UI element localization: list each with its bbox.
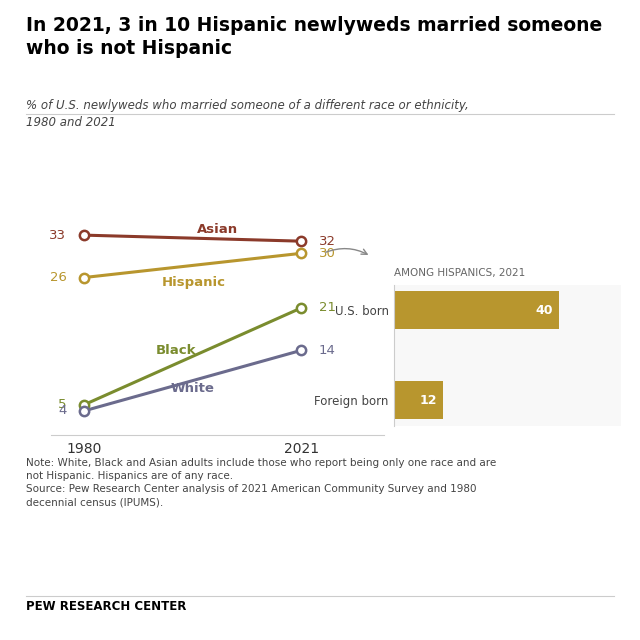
Text: Black: Black [156, 344, 196, 357]
Point [79, 273, 89, 283]
Text: 30: 30 [319, 247, 335, 260]
Point [296, 248, 307, 259]
Bar [394, 291, 559, 329]
Text: 33: 33 [49, 228, 67, 242]
Point [79, 400, 89, 410]
Text: Asian: Asian [197, 223, 238, 236]
Text: 14: 14 [319, 344, 335, 357]
Point [296, 303, 307, 313]
Point [79, 230, 89, 240]
Text: 12: 12 [419, 394, 437, 407]
Text: In 2021, 3 in 10 Hispanic newlyweds married someone
who is not Hispanic: In 2021, 3 in 10 Hispanic newlyweds marr… [26, 16, 602, 58]
Text: White: White [171, 382, 214, 395]
Text: 4: 4 [58, 404, 67, 417]
Text: PEW RESEARCH CENTER: PEW RESEARCH CENTER [26, 600, 186, 613]
Text: % of U.S. newlyweds who married someone of a different race or ethnicity,
1980 a: % of U.S. newlyweds who married someone … [26, 99, 468, 129]
Text: Hispanic: Hispanic [162, 276, 226, 289]
Text: 26: 26 [49, 271, 67, 284]
Text: 21: 21 [319, 301, 336, 314]
Point [296, 345, 307, 355]
Text: AMONG HISPANICS, 2021: AMONG HISPANICS, 2021 [394, 268, 525, 278]
Point [296, 236, 307, 246]
Text: 32: 32 [319, 235, 336, 248]
Point [79, 406, 89, 416]
Text: Note: White, Black and Asian adults include those who report being only one race: Note: White, Black and Asian adults incl… [26, 458, 496, 507]
Text: 40: 40 [535, 303, 553, 317]
Text: 5: 5 [58, 398, 67, 412]
Bar [394, 381, 443, 419]
